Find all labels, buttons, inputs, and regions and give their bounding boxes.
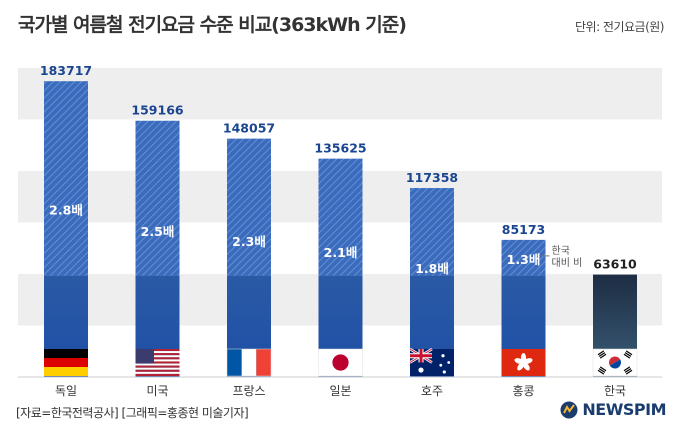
ratio-label: 2.1배 — [324, 245, 358, 260]
category-label: 미국 — [146, 384, 168, 398]
hongkong-flag-icon — [501, 349, 546, 376]
newspim-logo: NEWSPIM — [560, 400, 666, 419]
value-label: 117358 — [406, 170, 458, 185]
bar-usa-excess — [135, 120, 180, 276]
france-flag-icon — [226, 348, 272, 377]
ratio-label: 2.8배 — [49, 202, 83, 217]
value-label: 148057 — [223, 121, 275, 136]
japan-flag-icon — [318, 348, 363, 377]
category-label: 독일 — [55, 384, 77, 398]
ratio-note-text: 대비 비 — [552, 257, 583, 269]
australia-flag-icon — [409, 347, 454, 376]
ratio-note-text: 한국 — [552, 245, 570, 257]
value-label: 159166 — [131, 103, 183, 118]
value-label: 183717 — [40, 63, 92, 78]
category-label: 일본 — [329, 384, 351, 398]
ratio-label: 1.3배 — [507, 252, 541, 267]
value-label: 85173 — [502, 222, 546, 237]
ratio-label: 2.3배 — [232, 234, 266, 249]
category-label: 프랑스 — [232, 384, 265, 398]
value-label: 135625 — [314, 141, 366, 156]
bar-australia-excess — [410, 188, 454, 276]
category-label: 한국 — [604, 384, 626, 398]
korea-flag-icon — [592, 348, 638, 377]
bar-japan-excess — [318, 158, 363, 276]
source-credit: [자료=한국전력공사] [그래픽=홍종현 미술기자] — [16, 406, 249, 420]
bar-hongkong-excess — [501, 239, 546, 276]
category-label: 호주 — [421, 384, 443, 398]
chart-title: 국가별 여름철 전기요금 수준 비교(363kWh 기준) — [18, 14, 407, 36]
value-label: 63610 — [593, 257, 637, 272]
germany-flag-icon — [44, 349, 88, 376]
ratio-label: 1.8배 — [415, 261, 449, 276]
grid-band — [18, 67, 662, 120]
category-label: 홍콩 — [512, 384, 534, 398]
bar-germany-excess — [44, 81, 88, 276]
ratio-label: 2.5배 — [141, 224, 175, 239]
newspim-logo-icon — [560, 401, 578, 418]
usa-flag-icon — [135, 349, 180, 376]
newspim-logo-text: NEWSPIM — [582, 400, 666, 419]
unit-label: 단위: 전기요금(원) — [574, 20, 665, 34]
bar-france-excess — [227, 138, 271, 276]
